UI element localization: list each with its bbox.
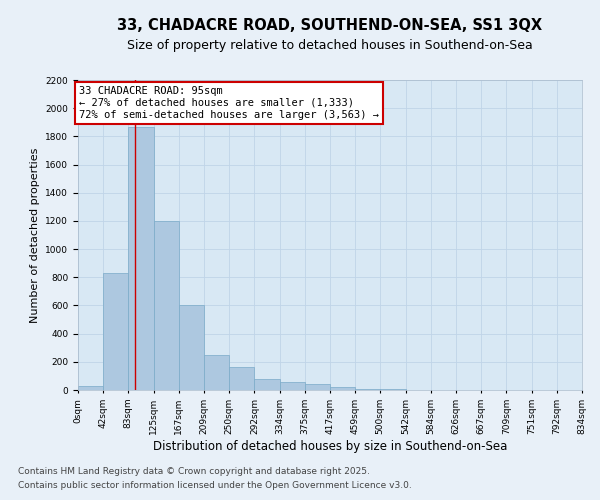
Bar bbox=[280, 382, 305, 390]
Bar bbox=[154, 221, 179, 390]
Text: Size of property relative to detached houses in Southend-on-Sea: Size of property relative to detached ho… bbox=[127, 39, 533, 52]
Bar bbox=[78, 386, 103, 390]
Bar bbox=[179, 306, 205, 390]
Bar bbox=[305, 384, 330, 390]
Text: 33, CHADACRE ROAD, SOUTHEND-ON-SEA, SS1 3QX: 33, CHADACRE ROAD, SOUTHEND-ON-SEA, SS1 … bbox=[118, 18, 542, 32]
Text: Contains HM Land Registry data © Crown copyright and database right 2025.: Contains HM Land Registry data © Crown c… bbox=[18, 467, 370, 476]
Bar bbox=[128, 126, 154, 390]
Text: Contains public sector information licensed under the Open Government Licence v3: Contains public sector information licen… bbox=[18, 481, 412, 490]
Text: 33 CHADACRE ROAD: 95sqm
← 27% of detached houses are smaller (1,333)
72% of semi: 33 CHADACRE ROAD: 95sqm ← 27% of detache… bbox=[79, 86, 379, 120]
Bar bbox=[254, 380, 280, 390]
Bar bbox=[103, 273, 128, 390]
X-axis label: Distribution of detached houses by size in Southend-on-Sea: Distribution of detached houses by size … bbox=[153, 440, 507, 452]
Bar bbox=[229, 368, 254, 390]
Y-axis label: Number of detached properties: Number of detached properties bbox=[30, 148, 40, 322]
Bar bbox=[330, 387, 355, 390]
Bar bbox=[205, 355, 229, 390]
